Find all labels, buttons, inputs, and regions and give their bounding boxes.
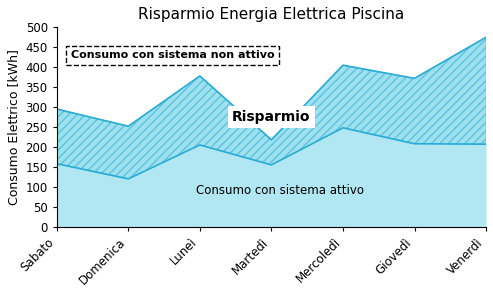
Text: Risparmio: Risparmio	[232, 110, 311, 124]
Y-axis label: Consumo Elettrico [kWh]: Consumo Elettrico [kWh]	[7, 49, 20, 205]
Text: Consumo con sistema attivo: Consumo con sistema attivo	[196, 184, 364, 197]
Title: Risparmio Energia Elettrica Piscina: Risparmio Energia Elettrica Piscina	[139, 7, 405, 22]
Text: Consumo con sistema non attivo: Consumo con sistema non attivo	[71, 50, 275, 60]
